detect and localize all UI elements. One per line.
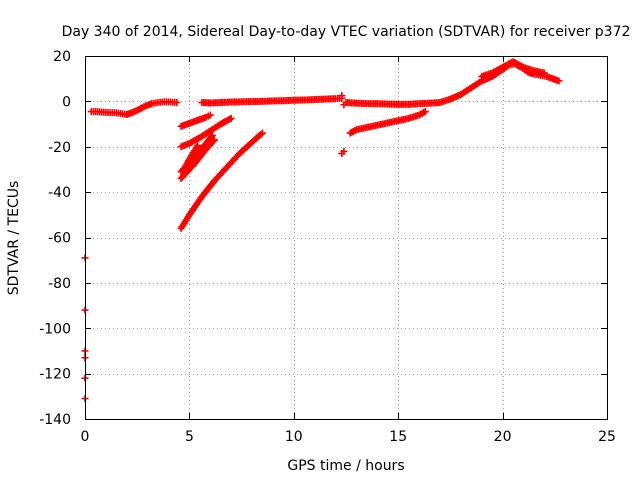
data-point <box>226 115 234 123</box>
data-point <box>207 133 215 141</box>
x-tick-label: 20 <box>494 429 512 445</box>
data-point <box>173 99 181 107</box>
y-tick-label: -140 <box>39 412 71 428</box>
x-tick-labels: 0 5 10 15 20 25 <box>81 429 616 445</box>
x-tick-label: 15 <box>389 429 407 445</box>
y-tick-label: -120 <box>39 367 71 383</box>
data-point <box>340 147 348 155</box>
data-point <box>340 101 348 109</box>
data-point <box>258 129 266 137</box>
y-tick-labels: -140 -120 -100 -80 -60 -40 -20 0 20 <box>39 49 71 428</box>
data-point <box>540 69 548 77</box>
x-tick-label: 10 <box>285 429 303 445</box>
grid-lines <box>85 56 607 419</box>
data-point <box>227 114 235 122</box>
y-tick-label: -100 <box>39 321 71 337</box>
y-tick-label: 20 <box>53 49 71 65</box>
data-point <box>555 77 563 85</box>
data-point <box>421 108 429 116</box>
chart-title: Day 340 of 2014, Sidereal Day-to-day VTE… <box>62 24 631 40</box>
data-point <box>518 63 526 71</box>
x-axis-label: GPS time / hours <box>287 458 404 474</box>
x-tick-label: 0 <box>81 429 90 445</box>
y-tick-label: -60 <box>48 231 71 247</box>
x-tick-label: 25 <box>598 429 616 445</box>
y-tick-label: -40 <box>48 185 71 201</box>
x-tick-label: 5 <box>185 429 194 445</box>
data-points <box>81 58 563 403</box>
y-tick-label: -80 <box>48 276 71 292</box>
y-tick-label: 0 <box>62 94 71 110</box>
data-point <box>208 131 216 139</box>
data-point <box>194 142 202 150</box>
data-point <box>257 130 265 138</box>
axis-ticks <box>85 56 608 420</box>
data-point <box>206 111 214 119</box>
data-point <box>338 92 346 100</box>
y-tick-label: -20 <box>48 140 71 156</box>
y-axis-label: SDTVAR / TECUs <box>6 181 22 296</box>
